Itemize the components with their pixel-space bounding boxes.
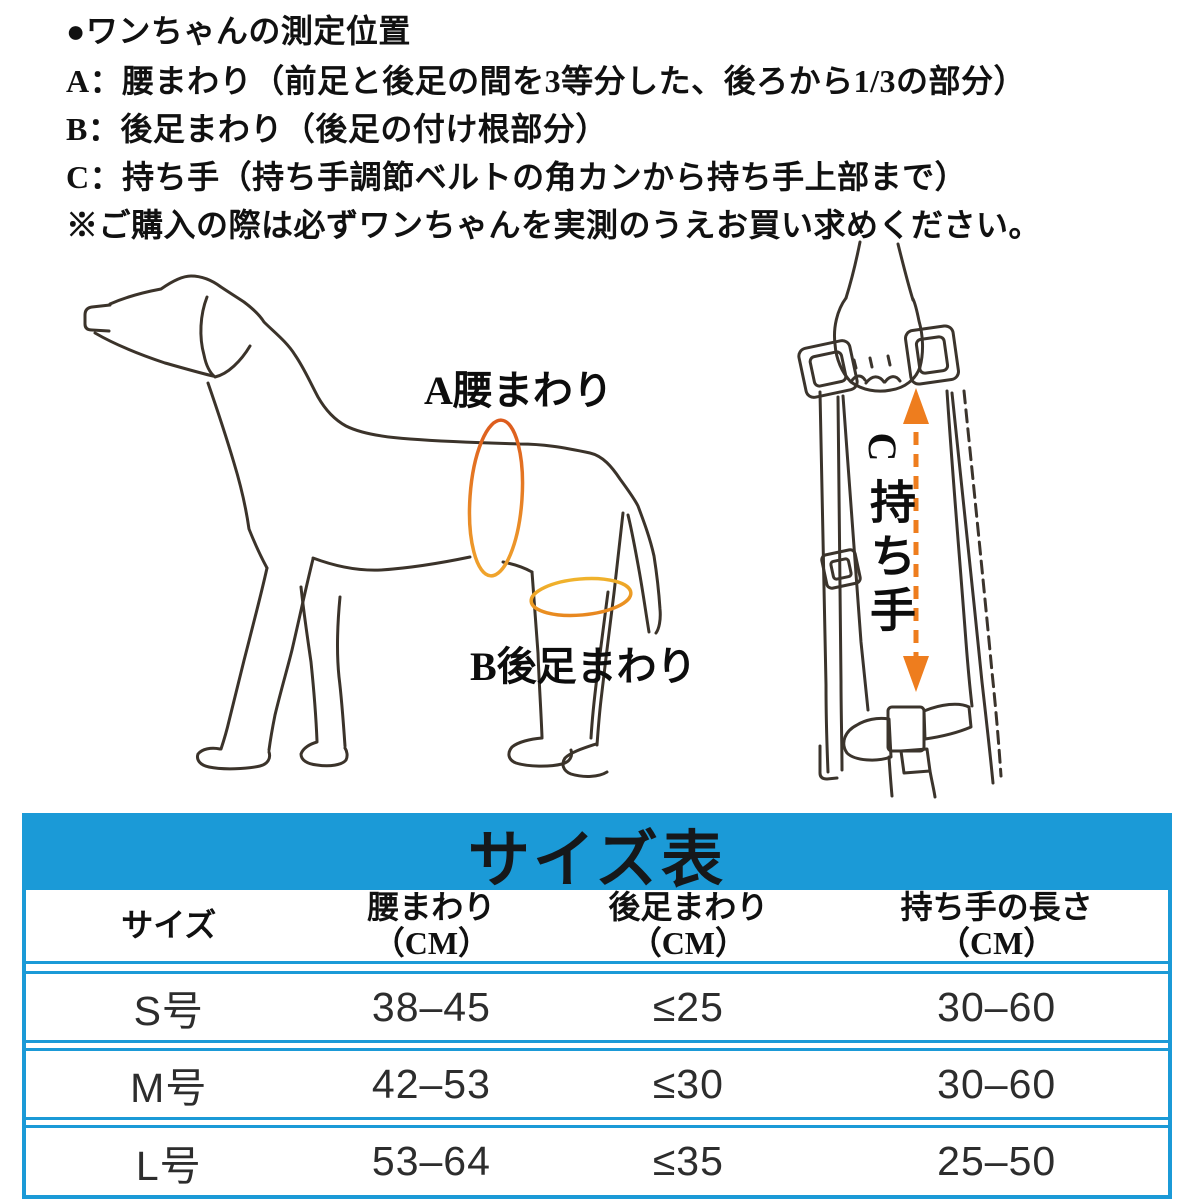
measure-line-c: C：持ち手（持ち手調節ベルトの角カンから持ち手上部まで） bbox=[66, 159, 968, 195]
size-s-label: S号 bbox=[133, 988, 204, 1034]
dog-far-hind-paw bbox=[561, 742, 609, 778]
fist-knuckles bbox=[849, 374, 902, 385]
dog-far-front-leg-left bbox=[299, 585, 319, 743]
bottom-belt-tab bbox=[899, 747, 932, 775]
table-row-s: S号 38–45 ≤25 30–60 bbox=[26, 971, 1168, 1043]
column-header-hindleg-unit: （CM） bbox=[629, 924, 748, 961]
dog-chest bbox=[206, 381, 269, 570]
size-m-handle: 30–60 bbox=[937, 1060, 1057, 1107]
dog-measurement-diagram bbox=[83, 274, 662, 778]
left-strap-foot bbox=[818, 744, 839, 781]
dog-head-back-tail-outline bbox=[108, 274, 662, 635]
dog-near-hind-leg-rear bbox=[589, 590, 610, 740]
handle-right-end-outer bbox=[904, 324, 960, 386]
handle-measurement-diagram bbox=[797, 240, 1003, 799]
dog-front-paw bbox=[196, 746, 272, 771]
size-l-label: L号 bbox=[135, 1142, 202, 1189]
waist-measure-ellipse bbox=[467, 418, 525, 578]
dog-far-hind-leg bbox=[595, 511, 625, 747]
bottom-strap-leg-left bbox=[887, 755, 894, 798]
column-header-handle: 持ち手の長さ （CM） bbox=[825, 889, 1168, 962]
purchase-note: ※ご購入の際は必ずワンちゃんを実測のうえお買い求めください。 bbox=[66, 207, 1042, 243]
fist-finger-lines bbox=[852, 354, 892, 370]
size-l-hindleg: ≤35 bbox=[652, 1138, 724, 1184]
handle-left-end-outer bbox=[797, 339, 859, 399]
measure-arrow-head-up bbox=[903, 388, 929, 424]
fist-outline bbox=[833, 296, 924, 393]
right-strap-outer bbox=[950, 391, 995, 785]
measure-position-heading: ●ワンちゃんの測定位置 bbox=[66, 13, 411, 49]
strap-buckle-inner bbox=[829, 557, 853, 581]
bottom-belt-buckle bbox=[886, 705, 926, 753]
column-header-hindleg-label: 後足まわり bbox=[608, 889, 769, 925]
dog-front-leg-rear bbox=[267, 557, 315, 752]
bottom-strap-leg-right bbox=[928, 769, 937, 799]
size-table-title: サイズ表 bbox=[26, 817, 1168, 895]
column-header-size: サイズ bbox=[121, 906, 217, 943]
table-row-m: M号 42–53 ≤30 30–60 bbox=[26, 1048, 1168, 1120]
size-s-waist: 38–45 bbox=[371, 983, 491, 1030]
measure-line-b: B：後足まわり（後足の付け根部分） bbox=[66, 111, 608, 147]
dog-ear bbox=[199, 295, 252, 379]
left-strap-inner bbox=[836, 395, 844, 772]
arm-right-edge bbox=[896, 242, 915, 302]
panel-right-edge bbox=[945, 389, 974, 708]
panel-left-edge bbox=[841, 394, 870, 712]
hindleg-label: B後足まわり bbox=[470, 644, 697, 689]
right-strap-inner bbox=[962, 389, 1003, 778]
size-s-hindleg: ≤25 bbox=[652, 983, 724, 1030]
handle-right-end-inner bbox=[914, 335, 950, 375]
bottom-belt-right-pad bbox=[922, 702, 973, 741]
size-m-label: M号 bbox=[130, 1065, 208, 1111]
column-header-hindleg: 後足まわり （CM） bbox=[551, 889, 825, 962]
size-table: サイズ表 サイズ 腰まわり （CM） 後足まわり （CM） 持ち手の長さ （CM… bbox=[22, 813, 1172, 1199]
dog-nose bbox=[83, 303, 112, 333]
handle-vertical-label: 持ち手 bbox=[864, 478, 915, 640]
dog-near-hind-paw bbox=[507, 736, 574, 768]
left-strap-outer bbox=[818, 390, 830, 774]
measure-line-a: A：腰まわり（前足と後足の間を3等分した、後ろから1/3の部分） bbox=[66, 63, 1027, 99]
size-l-waist: 53–64 bbox=[371, 1138, 491, 1184]
strap-buckle-outer bbox=[820, 548, 862, 590]
column-header-waist-unit: （CM） bbox=[372, 924, 491, 961]
size-m-hindleg: ≤30 bbox=[652, 1060, 724, 1107]
column-header-handle-label: 持ち手の長さ bbox=[900, 889, 1093, 925]
size-l-handle: 25–50 bbox=[937, 1138, 1057, 1184]
arm-left-edge bbox=[844, 240, 862, 300]
hindleg-measure-ellipse bbox=[529, 576, 633, 618]
column-header-handle-unit: （CM） bbox=[938, 924, 1056, 961]
measure-arrow-head-down bbox=[903, 656, 929, 692]
dog-jaw bbox=[93, 331, 215, 378]
dog-far-front-leg-right bbox=[335, 595, 347, 748]
dog-tail-inner bbox=[626, 513, 651, 634]
handle-left-end-inner bbox=[808, 350, 848, 388]
column-header-waist-label: 腰まわり bbox=[367, 889, 496, 925]
column-header-waist: 腰まわり （CM） bbox=[312, 889, 552, 962]
dog-front-leg-front bbox=[219, 566, 269, 751]
size-table-header-row: サイズ 腰まわり （CM） 後足まわり （CM） 持ち手の長さ （CM） bbox=[26, 889, 1168, 964]
size-m-waist: 42–53 bbox=[371, 1060, 491, 1107]
dog-belly bbox=[311, 555, 472, 572]
handle-letter-label: C bbox=[860, 432, 905, 462]
table-row-l: L号 53–64 ≤35 25–50 bbox=[26, 1125, 1168, 1195]
bottom-belt-left-pad bbox=[842, 716, 893, 762]
dog-far-front-paw bbox=[299, 740, 349, 768]
waist-label: A腰まわり bbox=[424, 368, 613, 413]
size-s-handle: 30–60 bbox=[937, 983, 1057, 1030]
